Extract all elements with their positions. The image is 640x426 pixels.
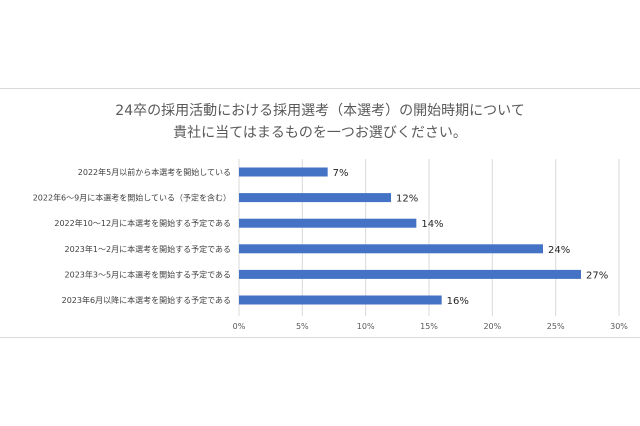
chart-title-line-1: 24卒の採用活動における採用選考（本選考）の開始時期について bbox=[115, 103, 524, 119]
chart-title-line-2: 貴社に当てはまるものを一つお選びください。 bbox=[173, 125, 467, 141]
x-tick-label: 15% bbox=[420, 322, 438, 331]
category-label: 2023年6月以降に本選考を開始する予定である bbox=[62, 295, 231, 305]
data-label: 7% bbox=[333, 168, 349, 179]
data-label: 27% bbox=[586, 270, 608, 281]
bar bbox=[239, 295, 442, 305]
data-label: 14% bbox=[421, 219, 443, 230]
category-label: 2023年3〜5月に本選考を開始する予定である bbox=[65, 269, 231, 279]
category-label: 2022年6〜9月に本選考を開始している（予定を含む） bbox=[33, 193, 231, 203]
data-labels: 7% 12% 14% 24% 27% 16% bbox=[333, 168, 609, 307]
bar bbox=[239, 244, 543, 254]
category-labels: 2022年5月以前から本選考を開始している 2022年6〜9月に本選考を開始してい… bbox=[33, 167, 231, 305]
x-tick-label: 20% bbox=[483, 322, 501, 331]
x-tick-label: 25% bbox=[547, 322, 565, 331]
category-label: 2022年5月以前から本選考を開始している bbox=[78, 167, 231, 177]
x-tick-label: 10% bbox=[357, 322, 375, 331]
bar bbox=[239, 167, 328, 177]
x-axis-ticks: 0% 5% 10% 15% 20% 25% 30% bbox=[233, 322, 629, 331]
data-label: 16% bbox=[447, 296, 469, 307]
x-tick-label: 5% bbox=[296, 322, 309, 331]
x-tick-label: 30% bbox=[610, 322, 628, 331]
chart-title: 24卒の採用活動における採用選考（本選考）の開始時期について 貴社に当てはまるも… bbox=[115, 103, 524, 141]
gridlines bbox=[238, 159, 620, 316]
bar bbox=[239, 269, 581, 279]
x-tick-label: 0% bbox=[233, 322, 246, 331]
bars bbox=[239, 167, 581, 305]
chart-frame: 24卒の採用活動における採用選考（本選考）の開始時期について 貴社に当てはまるも… bbox=[0, 88, 640, 338]
bar bbox=[239, 218, 417, 228]
bar-chart: 24卒の採用活動における採用選考（本選考）の開始時期について 貴社に当てはまるも… bbox=[33, 103, 629, 331]
data-label: 24% bbox=[548, 245, 570, 256]
category-label: 2023年1〜2月に本選考を開始する予定である bbox=[65, 244, 231, 254]
data-label: 12% bbox=[396, 194, 418, 205]
category-label: 2022年10〜12月に本選考を開始する予定である bbox=[54, 218, 231, 228]
bar bbox=[239, 193, 391, 203]
